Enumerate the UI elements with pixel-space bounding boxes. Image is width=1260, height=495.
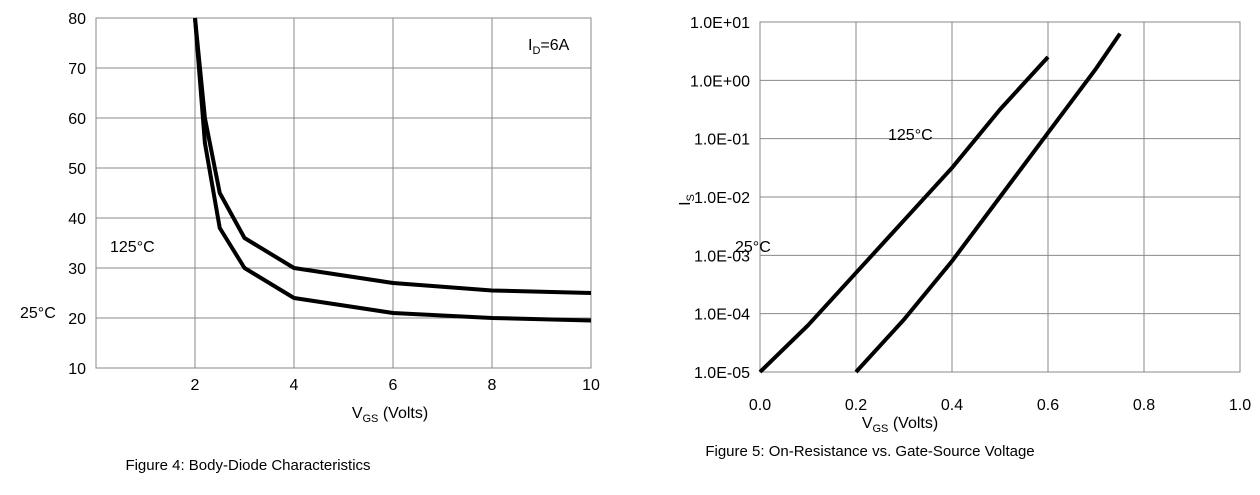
y-tick-labels: 1.0E-05 1.0E-04 1.0E-03 1.0E-02 1.0E-01 1.0E+…: [690, 15, 750, 382]
y-tick-label: 1.0E-02: [694, 190, 750, 207]
y-tick-label: 20: [68, 311, 86, 328]
series-line-25c: [854, 32, 1122, 374]
y-tick-label: 1.0E-04: [694, 307, 750, 324]
y-tick-label: 1.0E+01: [690, 15, 750, 32]
y-tick-label: 1.0E-01: [694, 132, 750, 149]
figure-caption: Figure 5: On-Resistance vs. Gate-Source …: [705, 443, 1034, 460]
x-tick-label: 0.8: [1133, 397, 1155, 414]
y-tick-label: 30: [68, 261, 86, 278]
x-tick-labels: 0.0 0.2 0.4 0.6 0.8 1.0: [749, 397, 1251, 414]
x-axis-title: VGS (Volts): [352, 405, 428, 425]
x-tick-label: 0.6: [1037, 397, 1059, 414]
x-tick-label: 2: [191, 377, 200, 394]
figure-caption: Figure 4: Body-Diode Characteristics: [125, 457, 370, 474]
x-tick-label: 1.0: [1229, 397, 1251, 414]
legend-label-125c: 125°C: [110, 239, 155, 256]
grid: [96, 17, 592, 369]
series-lines: [193, 17, 592, 323]
legend-label-25c: 25°C: [20, 305, 56, 322]
series-line-125c: [758, 55, 1050, 374]
y-tick-label: 1.0E-05: [694, 365, 750, 382]
x-tick-label: 4: [290, 377, 299, 394]
legend-label-25c: 25°C: [735, 239, 771, 256]
y-tick-label: 1.0E+00: [690, 73, 750, 90]
chart-body-diode: 10 20 30 40 50 60 70 80 2 4 6 8 10 ID=6A 125°C 25°C…: [20, 11, 600, 474]
series-lines: [758, 32, 1122, 374]
x-tick-label: 0.4: [941, 397, 963, 414]
plot-area: [95, 17, 592, 369]
y-tick-label: 1.0E-03: [694, 248, 750, 265]
y-tick-label: 70: [68, 61, 86, 78]
chart-on-resistance: 1.0E-05 1.0E-04 1.0E-03 1.0E-02 1.0E-01 1.0E+…: [677, 15, 1251, 460]
series-line-125c: [193, 17, 592, 295]
y-tick-label: 50: [68, 161, 86, 178]
y-axis-title: IS: [677, 194, 697, 206]
x-tick-label: 8: [488, 377, 497, 394]
series-line-25c: [193, 17, 592, 323]
y-tick-label: 80: [68, 11, 86, 28]
grid: [759, 21, 1241, 373]
x-axis-title: VGS (Volts): [862, 415, 938, 435]
x-tick-labels: 2 4 6 8 10: [191, 377, 600, 394]
x-tick-label: 0.0: [749, 397, 771, 414]
y-tick-labels: 10 20 30 40 50 60 70 80: [68, 11, 86, 378]
y-tick-label: 10: [68, 361, 86, 378]
x-tick-label: 0.2: [845, 397, 867, 414]
y-tick-label: 40: [68, 211, 86, 228]
x-tick-label: 10: [582, 377, 600, 394]
y-tick-label: 60: [68, 111, 86, 128]
legend-label-125c: 125°C: [888, 127, 933, 144]
id-annotation: ID=6A: [528, 37, 570, 57]
x-tick-label: 6: [389, 377, 398, 394]
